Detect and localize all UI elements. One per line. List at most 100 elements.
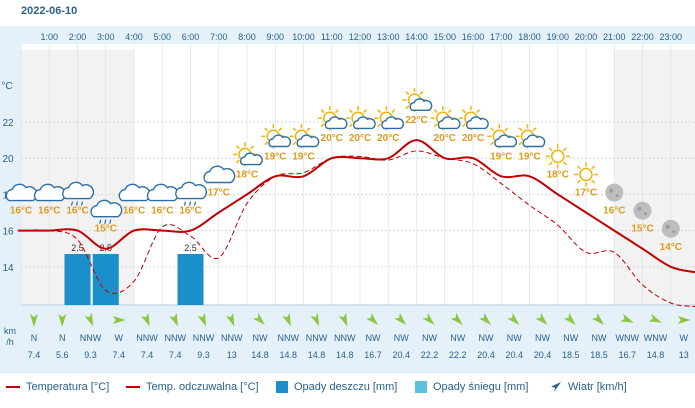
sun-ray <box>405 91 410 95</box>
wind-arrow-icon <box>648 314 662 323</box>
wind-direction-label: NNW <box>278 333 300 343</box>
wind-arrow-shape <box>225 312 235 327</box>
hour-label: 21:00 <box>603 32 626 42</box>
legend-wind-label: Wiatr [km/h] <box>568 381 627 393</box>
sun-ray <box>532 127 537 132</box>
wind-direction-label: W <box>115 333 124 343</box>
wind-arrow-icon <box>478 312 491 325</box>
cloud-shape <box>353 116 376 130</box>
sun-ray <box>433 109 438 114</box>
wind-speed-label: 22.2 <box>421 350 439 360</box>
sun-ray <box>250 145 255 150</box>
sun-ray <box>461 123 466 128</box>
sun-ray <box>377 109 382 114</box>
rain-drop <box>188 201 192 206</box>
temperature-label: 16°C <box>179 206 201 217</box>
wind-speed-label: 20.4 <box>505 350 523 360</box>
snow-swatch <box>415 381 427 393</box>
wind-direction-label: NNW <box>80 333 102 343</box>
wind-speed-label: 7.4 <box>141 350 154 360</box>
sun-ray <box>320 123 325 128</box>
hour-label: 22:00 <box>631 32 654 42</box>
wind-speed-label: 14.8 <box>251 350 269 360</box>
wind-arrow-shape <box>252 312 265 325</box>
legend-snow-label: Opady śniegu [mm] <box>433 381 529 393</box>
cloud-shape <box>62 181 95 200</box>
y-tick-label: 16 <box>2 227 14 238</box>
wind-speed-label: 20.4 <box>392 350 410 360</box>
wind-speed-label: 9.3 <box>84 350 97 360</box>
legend-snow[interactable]: Opady śniegu [mm] <box>415 381 528 393</box>
date-label: 2022-06-10 <box>21 5 78 17</box>
temperature-label: 19°C <box>264 151 286 162</box>
sun-ray <box>391 109 396 114</box>
rain-drop <box>183 201 187 206</box>
weather-chart: 1:00 2:00 3:00 4:00 5:00 6:00 7:00 8:00 9:00 10:0… <box>0 26 695 372</box>
partly-cloudy-icon <box>459 106 489 131</box>
legend-feels-like[interactable]: Temp. odczuwalna [°C] <box>126 381 259 393</box>
hour-label: 5:00 <box>153 32 171 42</box>
partly-cloudy-icon <box>487 124 518 149</box>
wind-arrow-shape <box>282 312 291 327</box>
wind-arrow-shape <box>507 312 520 325</box>
wind-direction-label: NNW <box>334 333 356 343</box>
wind-arrow-shape <box>394 312 407 325</box>
wind-speed-label: 18.5 <box>590 350 608 360</box>
rain-cloud-icon <box>90 199 123 224</box>
wind-arrow-shape <box>478 312 491 325</box>
sun-disc <box>579 167 593 182</box>
wind-direction-label: NW <box>422 333 437 343</box>
temperature-label: 16°C <box>603 206 625 217</box>
hour-label: 17:00 <box>490 32 513 42</box>
hour-label: 23:00 <box>659 32 682 42</box>
sun-ray <box>264 141 269 146</box>
sun-ray <box>235 159 240 164</box>
partly-cloudy-icon <box>289 124 320 149</box>
wind-arrow-icon <box>282 312 291 327</box>
sun-ray <box>504 127 509 132</box>
sun-ray <box>405 105 410 110</box>
rain-cloud-icon <box>175 181 208 206</box>
sun-ray <box>278 127 283 132</box>
hour-label: 18:00 <box>518 32 541 42</box>
wind-arrow-icon <box>620 314 634 323</box>
hour-label: 8:00 <box>238 32 256 42</box>
wind-direction-label: NW <box>450 333 465 343</box>
moon-crater <box>637 206 642 211</box>
hour-label: 15:00 <box>433 32 456 42</box>
wind-direction-label: W <box>680 333 689 343</box>
wind-arrow-icon <box>535 312 548 325</box>
legend: Temperatura [°C] Temp. odczuwalna [°C] O… <box>0 372 695 403</box>
feels-like-line-swatch <box>126 386 140 388</box>
sun-ray <box>292 141 297 146</box>
wind-direction-label: WNW <box>644 333 668 343</box>
wind-speed-label: 14.8 <box>336 350 354 360</box>
wind-speed-label: 13 <box>679 350 689 360</box>
hour-label: 12:00 <box>349 32 372 42</box>
sun-ray <box>292 127 297 132</box>
rain-drop <box>109 219 112 224</box>
wind-arrow-shape <box>84 312 94 327</box>
hour-label: 14:00 <box>405 32 428 42</box>
sun-ray <box>306 127 311 132</box>
legend-temperature[interactable]: Temperatura [°C] <box>6 381 109 393</box>
legend-rain[interactable]: Opady deszczu [mm] <box>276 381 397 393</box>
wind-arrow-shape <box>169 312 178 327</box>
moon-disc <box>661 219 680 238</box>
temperature-line <box>17 139 695 274</box>
wind-speed-label: 7.4 <box>169 350 182 360</box>
legend-wind[interactable]: Wiatr [km/h] <box>550 381 627 393</box>
hour-label: 11:00 <box>321 32 343 42</box>
temperature-label: 19°C <box>490 151 512 162</box>
wind-arrow-icon <box>394 312 407 325</box>
wind-direction-label: NNW <box>165 333 187 343</box>
wind-arrow-icon <box>422 312 435 325</box>
partly-cloudy-icon <box>261 124 292 149</box>
cloud-shape <box>437 116 461 130</box>
wind-arrow-shape <box>197 312 207 327</box>
hour-label: 3:00 <box>97 32 115 42</box>
wind-arrow-shape <box>58 314 67 327</box>
wind-arrow-icon <box>365 312 378 325</box>
wind-speed-label: 22.2 <box>449 350 467 360</box>
wind-direction-label: NNW <box>306 333 328 343</box>
